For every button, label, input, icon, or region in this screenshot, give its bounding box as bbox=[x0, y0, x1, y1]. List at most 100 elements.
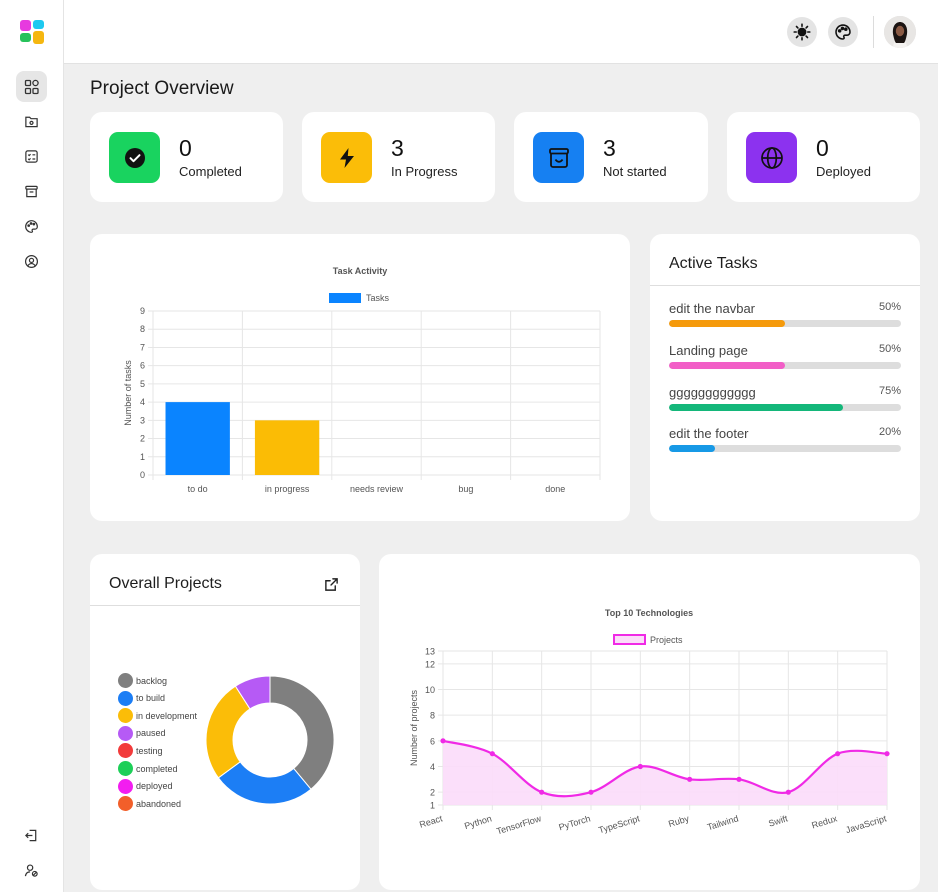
task-item[interactable]: gggggggggggg 75% bbox=[669, 385, 901, 411]
avatar[interactable] bbox=[884, 16, 916, 48]
legend-dot bbox=[118, 761, 133, 776]
stat-icon-tile bbox=[746, 132, 797, 183]
task-name: edit the navbar bbox=[669, 301, 756, 316]
y-tick-label: 2 bbox=[430, 788, 435, 798]
data-point bbox=[637, 763, 643, 770]
top-technologies-chart: Top 10 TechnologiesProjects12468101213Re… bbox=[409, 608, 890, 836]
theme-palette-button[interactable] bbox=[828, 17, 858, 47]
progress-track bbox=[669, 362, 901, 369]
data-point bbox=[884, 751, 890, 757]
task-name: edit the footer bbox=[669, 426, 749, 441]
card-divider bbox=[90, 605, 360, 606]
legend-label: backlog bbox=[136, 675, 168, 686]
y-tick-label: 3 bbox=[140, 415, 145, 425]
task-item[interactable]: Landing page 50% bbox=[669, 343, 901, 369]
legend-label: in development bbox=[136, 710, 198, 721]
legend-dot bbox=[118, 796, 133, 812]
sidebar-item-dashboard[interactable] bbox=[16, 71, 47, 102]
bar bbox=[254, 420, 320, 475]
legend-item[interactable]: testing bbox=[118, 743, 163, 759]
legend-item[interactable]: backlog bbox=[118, 673, 167, 688]
legend-label: completed bbox=[136, 763, 178, 774]
y-tick-label: 4 bbox=[140, 397, 145, 407]
x-tick-label: Python bbox=[463, 813, 493, 831]
external-link-icon[interactable] bbox=[324, 577, 339, 592]
stat-icon-tile bbox=[321, 132, 372, 183]
y-tick-label: 10 bbox=[425, 685, 435, 695]
sidebar-item-themes[interactable] bbox=[16, 211, 47, 242]
x-tick-label: Swift bbox=[767, 813, 789, 828]
sidebar-item-projects[interactable] bbox=[16, 106, 47, 137]
progress-fill bbox=[669, 445, 716, 452]
page-title: Project Overview bbox=[90, 78, 234, 99]
data-point bbox=[687, 776, 693, 782]
task-name: gggggggggggg bbox=[669, 385, 756, 400]
legend-swatch bbox=[613, 634, 646, 645]
sun-icon bbox=[793, 23, 811, 41]
legend-item[interactable]: in development bbox=[118, 708, 198, 724]
y-tick-label: 4 bbox=[430, 762, 435, 772]
legend-item[interactable]: abandoned bbox=[118, 796, 181, 812]
donut-slice bbox=[234, 675, 271, 710]
y-tick-label: 8 bbox=[430, 711, 435, 721]
y-axis-label: Number of projects bbox=[409, 689, 419, 766]
y-tick-label: 8 bbox=[140, 324, 145, 334]
legend-label: Tasks bbox=[366, 293, 390, 303]
progress-track bbox=[669, 320, 901, 327]
task-item[interactable]: edit the footer 20% bbox=[669, 426, 901, 452]
stat-value: 3 bbox=[603, 135, 616, 161]
top-bar bbox=[64, 0, 938, 64]
x-tick-label: Ruby bbox=[667, 813, 690, 829]
sidebar-item-archive[interactable] bbox=[16, 176, 47, 207]
inbox-icon bbox=[548, 147, 569, 168]
palette-icon bbox=[835, 24, 851, 40]
sidebar bbox=[0, 0, 64, 892]
palette-icon bbox=[25, 220, 38, 233]
folder-icon bbox=[25, 116, 38, 128]
check-circle-icon bbox=[124, 147, 145, 168]
x-tick-label: Redux bbox=[810, 813, 838, 830]
logo-block-green bbox=[20, 33, 31, 42]
legend-dot bbox=[118, 778, 133, 794]
legend-item[interactable]: deployed bbox=[118, 778, 173, 794]
x-tick-label: to do bbox=[188, 484, 208, 494]
progress-track bbox=[669, 404, 901, 411]
y-tick-label: 7 bbox=[140, 342, 145, 352]
legend-label: testing bbox=[136, 745, 163, 756]
stat-card-deployed: 0 Deployed bbox=[727, 112, 920, 202]
legend-item[interactable]: completed bbox=[118, 761, 178, 776]
task-item[interactable]: edit the navbar 50% bbox=[669, 301, 901, 327]
task-percent: 50% bbox=[878, 343, 901, 355]
stat-value: 0 bbox=[816, 135, 829, 161]
logo-block-yellow bbox=[33, 31, 44, 44]
stat-value: 0 bbox=[179, 135, 192, 161]
chart-title: Top 10 Technologies bbox=[605, 608, 693, 618]
user-settings-button[interactable] bbox=[16, 855, 47, 886]
top-technologies-card: Top 10 Technologies Projects 1 2 4 6 8 10 12 13 Re… bbox=[379, 554, 920, 890]
y-tick-label: 6 bbox=[140, 361, 145, 371]
app-logo[interactable] bbox=[20, 20, 44, 44]
stat-card-in-progress: 3 In Progress bbox=[302, 112, 495, 202]
data-point bbox=[785, 789, 791, 795]
lightning-icon bbox=[339, 147, 354, 168]
legend-item[interactable]: paused bbox=[118, 725, 166, 741]
legend-label: Projects bbox=[650, 635, 683, 645]
progress-fill bbox=[669, 404, 843, 411]
y-tick-label: 6 bbox=[430, 736, 435, 746]
sidebar-item-tasks[interactable] bbox=[16, 141, 47, 172]
task-percent: 20% bbox=[878, 426, 901, 438]
progress-fill bbox=[669, 320, 785, 327]
legend-item[interactable]: to build bbox=[118, 690, 165, 706]
task-activity-chart: Task Activity Tasks 0 1 2 3 4 5 6 7 8 9 to do in prog… bbox=[123, 266, 601, 494]
task-percent: 75% bbox=[878, 385, 901, 397]
dashboard-icon bbox=[24, 79, 39, 94]
logout-icon bbox=[25, 829, 37, 842]
globe-icon bbox=[760, 146, 783, 169]
theme-toggle-button[interactable] bbox=[787, 17, 817, 47]
y-tick-label: 1 bbox=[140, 452, 145, 462]
sidebar-item-profile[interactable] bbox=[16, 246, 47, 277]
progress-fill bbox=[669, 362, 785, 369]
x-tick-label: needs review bbox=[350, 484, 404, 494]
logout-button[interactable] bbox=[16, 820, 47, 851]
x-tick-label: in progress bbox=[265, 484, 310, 494]
